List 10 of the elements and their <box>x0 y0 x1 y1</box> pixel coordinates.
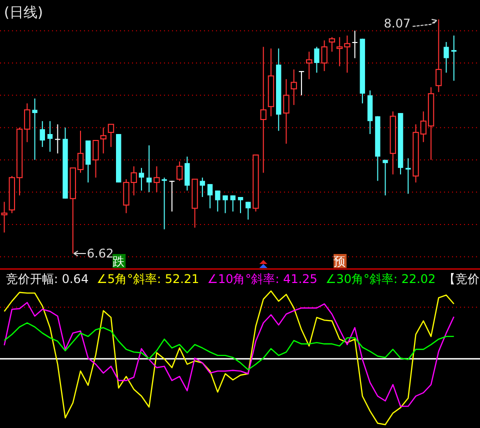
text: 竞价开幅: 0.64 <box>6 272 89 286</box>
series-label: ∠10角°斜率: 41.25 <box>207 272 318 286</box>
annotation: 6.62 <box>86 246 114 260</box>
chart-title: (日线) <box>4 5 43 21</box>
text: ∠5角°斜率: 52.21 <box>96 272 200 286</box>
text: 【竞价 <box>444 272 480 286</box>
text: 跌 <box>112 254 125 268</box>
text: ∠30角°斜率: 22.02 <box>325 272 436 286</box>
text: 预 <box>334 254 346 268</box>
annotation: 8.07 <box>384 16 411 30</box>
